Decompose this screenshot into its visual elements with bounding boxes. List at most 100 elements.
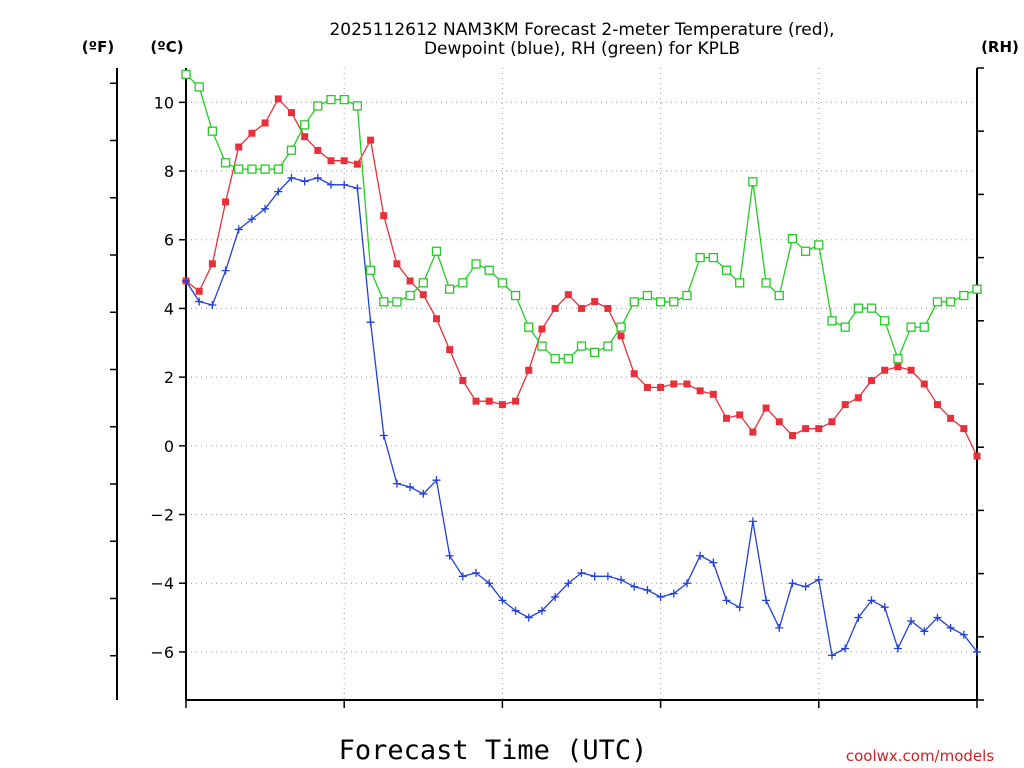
rh-point — [708, 252, 718, 263]
temperature-point — [894, 363, 902, 371]
dewpoint-point — [590, 572, 599, 581]
dewpoint-point — [445, 551, 454, 560]
dewpoint-point — [788, 579, 797, 588]
rh-point — [576, 341, 587, 351]
temperature-point — [327, 157, 335, 165]
dewpoint-point — [340, 180, 349, 189]
dewpoint-point — [485, 579, 494, 588]
rh-point — [352, 101, 363, 111]
dewpoint-point — [392, 479, 401, 488]
celsius-tick-label: −4 — [150, 574, 174, 593]
temperature-point — [907, 366, 915, 374]
dewpoint-point — [208, 301, 217, 309]
dewpoint-point — [841, 644, 850, 653]
series-rh — [181, 69, 982, 364]
temperature-point — [472, 397, 480, 405]
dewpoint-point — [933, 613, 942, 622]
temperature-point — [525, 366, 533, 374]
dewpoint-point — [182, 276, 190, 285]
rh-point — [510, 290, 521, 301]
dewpoint-point — [814, 575, 823, 584]
dewpoint-point — [458, 572, 467, 581]
dewpoint-point — [867, 596, 876, 605]
rh-point — [945, 297, 956, 307]
rh-point — [827, 316, 837, 326]
temperature-point — [564, 291, 572, 299]
dewpoint-point — [406, 483, 415, 492]
temperature-point — [432, 315, 440, 323]
dewpoint-point — [748, 517, 757, 526]
dewpoint-point — [419, 489, 428, 498]
temperature-point — [920, 380, 928, 388]
rh-point — [972, 284, 982, 294]
dewpoint-point — [669, 589, 678, 598]
rh-point — [853, 303, 863, 313]
axes — [110, 67, 984, 708]
rh-point — [431, 246, 442, 256]
rh-point — [603, 341, 613, 351]
dewpoint-point — [353, 184, 362, 193]
dewpoint-point — [366, 318, 375, 327]
dewpoint-point — [801, 582, 810, 591]
dewpoint-point — [472, 568, 481, 577]
rh-unit-label: (RH) — [981, 38, 1019, 56]
temperature-point — [815, 425, 823, 433]
temperature-point — [512, 397, 520, 405]
rh-point — [299, 120, 310, 130]
rh-point — [721, 265, 732, 275]
rh-point — [445, 284, 455, 294]
rh-point — [405, 290, 415, 301]
temperature-point — [340, 157, 348, 165]
dewpoint-point — [827, 651, 836, 660]
rh-point — [273, 164, 283, 174]
celsius-tick-label: 4 — [164, 299, 174, 318]
dewpoint-point — [735, 603, 744, 612]
rh-point — [814, 240, 824, 250]
dewpoint-point — [722, 596, 731, 605]
temperature-point — [841, 401, 849, 409]
rh-point — [392, 297, 402, 307]
temperature-point — [947, 414, 955, 422]
dewpoint-point — [643, 586, 652, 595]
rh-point — [616, 322, 626, 332]
temperature-point — [367, 136, 375, 144]
temperature-point — [353, 160, 361, 168]
rh-point — [484, 265, 494, 275]
dewpoint-point — [920, 627, 929, 636]
temperature-point — [538, 325, 546, 333]
temperature-point — [736, 411, 744, 419]
temperature-point — [762, 404, 770, 412]
rh-point — [906, 322, 916, 332]
temperature-point — [630, 370, 638, 378]
rh-point — [655, 297, 666, 307]
temperature-point — [802, 425, 810, 433]
temperature-point — [591, 298, 599, 306]
celsius-tick-label: −6 — [150, 643, 174, 662]
rh-point — [774, 290, 784, 301]
data-series — [181, 69, 982, 660]
series-line — [185, 73, 978, 361]
temperature-point — [657, 383, 665, 391]
rh-point — [550, 354, 560, 364]
temperature-point — [643, 383, 651, 391]
temperature-point — [973, 452, 981, 460]
rh-point — [629, 297, 639, 307]
temperature-point — [723, 414, 731, 422]
temperature-point — [960, 425, 968, 433]
dewpoint-point — [696, 551, 705, 560]
rh-point — [247, 164, 257, 174]
temperature-point — [933, 401, 941, 409]
dewpoint-point — [907, 617, 916, 625]
rh-point — [537, 341, 547, 351]
grid-lines — [185, 68, 978, 700]
x-axis-title: Forecast Time (UTC) — [339, 735, 648, 766]
rh-point — [207, 126, 218, 136]
series-dewpoint — [182, 173, 981, 660]
series-temperature — [182, 95, 981, 460]
temperature-point — [287, 109, 295, 117]
dewpoint-point — [498, 596, 507, 605]
temperature-point — [393, 260, 401, 268]
temperature-point — [248, 129, 256, 137]
celsius-tick-label: −2 — [150, 506, 174, 525]
rh-point — [326, 94, 336, 105]
